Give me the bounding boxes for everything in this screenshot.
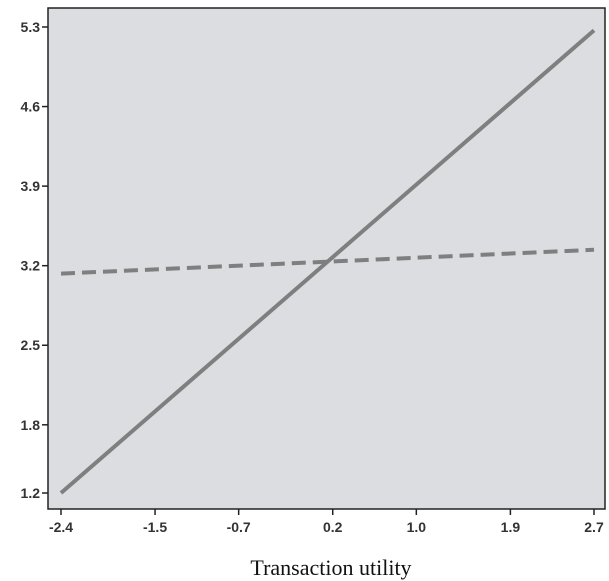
series-line-solid xyxy=(59,28,596,495)
y-tick-label: 4.6 xyxy=(21,99,41,115)
x-tick-label: 0.2 xyxy=(323,519,343,535)
y-tick-label: 1.2 xyxy=(21,485,41,501)
x-axis-title: Transaction utility xyxy=(250,555,411,580)
x-tick-label: 2.7 xyxy=(584,519,604,535)
series-layer xyxy=(59,28,596,495)
x-tick-label: -2.4 xyxy=(49,519,73,535)
series-line-dashed xyxy=(60,247,595,276)
x-tick-label: 1.9 xyxy=(501,519,521,535)
x-tick-label: -0.7 xyxy=(227,519,251,535)
x-axis: -2.4 -1.5 -0.7 0.2 1.0 1.9 2.7 xyxy=(49,509,604,535)
y-tick-label: 1.8 xyxy=(21,417,41,433)
x-tick-label: -1.5 xyxy=(143,519,167,535)
y-axis: 1.2 1.8 2.5 3.2 3.9 4.6 5.3 xyxy=(21,19,48,501)
y-tick-label: 5.3 xyxy=(21,19,41,35)
y-tick-label: 3.2 xyxy=(21,258,41,274)
y-tick-label: 2.5 xyxy=(21,337,41,353)
x-tick-label: 1.0 xyxy=(407,519,427,535)
y-tick-label: 3.9 xyxy=(21,178,41,194)
